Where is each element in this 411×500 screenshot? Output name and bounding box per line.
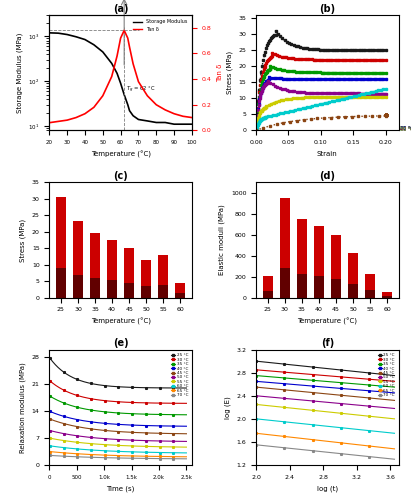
Y-axis label: Tan δ: Tan δ [217, 64, 223, 82]
Text: 30 °C: 30 °C [400, 126, 411, 131]
Bar [279, 198, 290, 298]
Bar [331, 279, 341, 297]
Bar [279, 268, 290, 298]
Bar [158, 256, 169, 298]
Legend: Storage Modulus, Tan δ: Storage Modulus, Tan δ [131, 18, 189, 34]
Bar [263, 276, 273, 297]
Bar [175, 283, 185, 298]
Bar [297, 219, 307, 298]
X-axis label: Temperature (°C): Temperature (°C) [90, 318, 150, 325]
Bar [263, 291, 273, 298]
Bar [314, 276, 324, 297]
Bar [314, 226, 324, 298]
Bar [175, 293, 185, 298]
Bar [348, 252, 358, 298]
Text: 50 °C: 50 °C [400, 127, 411, 132]
Text: (e): (e) [113, 338, 128, 348]
Bar [56, 268, 66, 298]
Text: $T_g$ = 62 °C: $T_g$ = 62 °C [126, 85, 156, 95]
Bar [124, 283, 134, 298]
Text: 45 °C: 45 °C [400, 127, 411, 132]
X-axis label: Strain: Strain [317, 150, 338, 156]
Text: 60 °C: 60 °C [400, 128, 411, 132]
X-axis label: Temperature (°C): Temperature (°C) [298, 318, 358, 325]
Text: (b): (b) [319, 4, 335, 14]
Y-axis label: Stress (MPa): Stress (MPa) [20, 218, 26, 262]
X-axis label: Time (s): Time (s) [106, 486, 135, 492]
Bar [73, 274, 83, 297]
Text: (a): (a) [113, 4, 128, 14]
Bar [141, 286, 151, 298]
Bar [297, 274, 307, 297]
Y-axis label: Elastic moduli (MPa): Elastic moduli (MPa) [219, 204, 225, 276]
Bar [90, 278, 100, 297]
Text: (d): (d) [319, 171, 335, 181]
Bar [73, 221, 83, 298]
Bar [348, 284, 358, 298]
Bar [382, 296, 392, 298]
Bar [90, 232, 100, 298]
Text: 40 °C: 40 °C [400, 126, 411, 132]
Y-axis label: log (E): log (E) [224, 396, 231, 418]
Bar [107, 240, 117, 298]
Bar [56, 197, 66, 298]
Bar [382, 292, 392, 298]
Bar [365, 290, 375, 298]
X-axis label: Temperature (°C): Temperature (°C) [90, 150, 150, 158]
Bar [124, 248, 134, 298]
Y-axis label: Stress (MPa): Stress (MPa) [226, 51, 233, 94]
Legend: 25 °C, 30 °C, 35 °C, 40 °C, 45 °C, 50 °C, 55 °C, 60 °C, 65 °C, 70 °C: 25 °C, 30 °C, 35 °C, 40 °C, 45 °C, 50 °C… [170, 352, 190, 399]
Y-axis label: Relaxation modulus (MPa): Relaxation modulus (MPa) [20, 362, 26, 452]
Text: 55 °C: 55 °C [400, 126, 411, 132]
X-axis label: log (t): log (t) [317, 486, 338, 492]
Legend: 25 °C, 30 °C, 35 °C, 40 °C, 45 °C, 50 °C, 55 °C, 60 °C, 65 °C, 70 °C: 25 °C, 30 °C, 35 °C, 40 °C, 45 °C, 50 °C… [376, 352, 397, 399]
Bar [107, 280, 117, 297]
Bar [331, 235, 341, 298]
Bar [141, 260, 151, 298]
Y-axis label: Storage Modulus (MPa): Storage Modulus (MPa) [16, 32, 23, 113]
Bar [158, 285, 169, 298]
Text: (f): (f) [321, 338, 334, 348]
Bar [365, 274, 375, 297]
Text: 35 °C: 35 °C [400, 126, 411, 132]
Text: 25 °C: 25 °C [400, 126, 411, 130]
Text: (c): (c) [113, 171, 128, 181]
